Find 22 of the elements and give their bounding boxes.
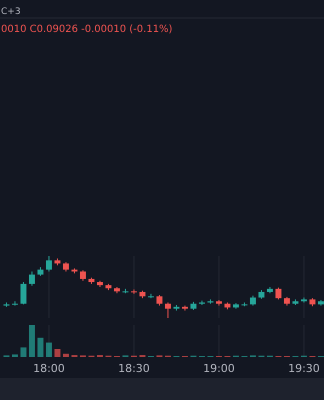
x-tick-label: 19:30 (288, 362, 320, 375)
candlestick (20, 282, 26, 305)
bar (37, 338, 44, 357)
candlestick (62, 262, 69, 272)
bar (28, 325, 35, 357)
bar (12, 354, 18, 357)
x-tick-label: 18:30 (118, 362, 150, 375)
candlestick (28, 271, 35, 286)
bar (54, 349, 60, 357)
bar (46, 342, 52, 357)
candlestick (46, 256, 52, 272)
bar (62, 354, 69, 357)
candlestick (250, 295, 256, 306)
candlestick (164, 302, 171, 318)
bar (20, 347, 26, 357)
candlestick (275, 287, 282, 300)
candlestick (80, 270, 86, 282)
x-tick-label: 19:00 (203, 362, 235, 375)
text: 0010 C0.09026 -0.00010 (-0.11%) (1, 24, 173, 35)
x-tick-label: 18:00 (33, 362, 65, 375)
text: C+3 (1, 7, 21, 17)
candlestick (156, 294, 162, 306)
